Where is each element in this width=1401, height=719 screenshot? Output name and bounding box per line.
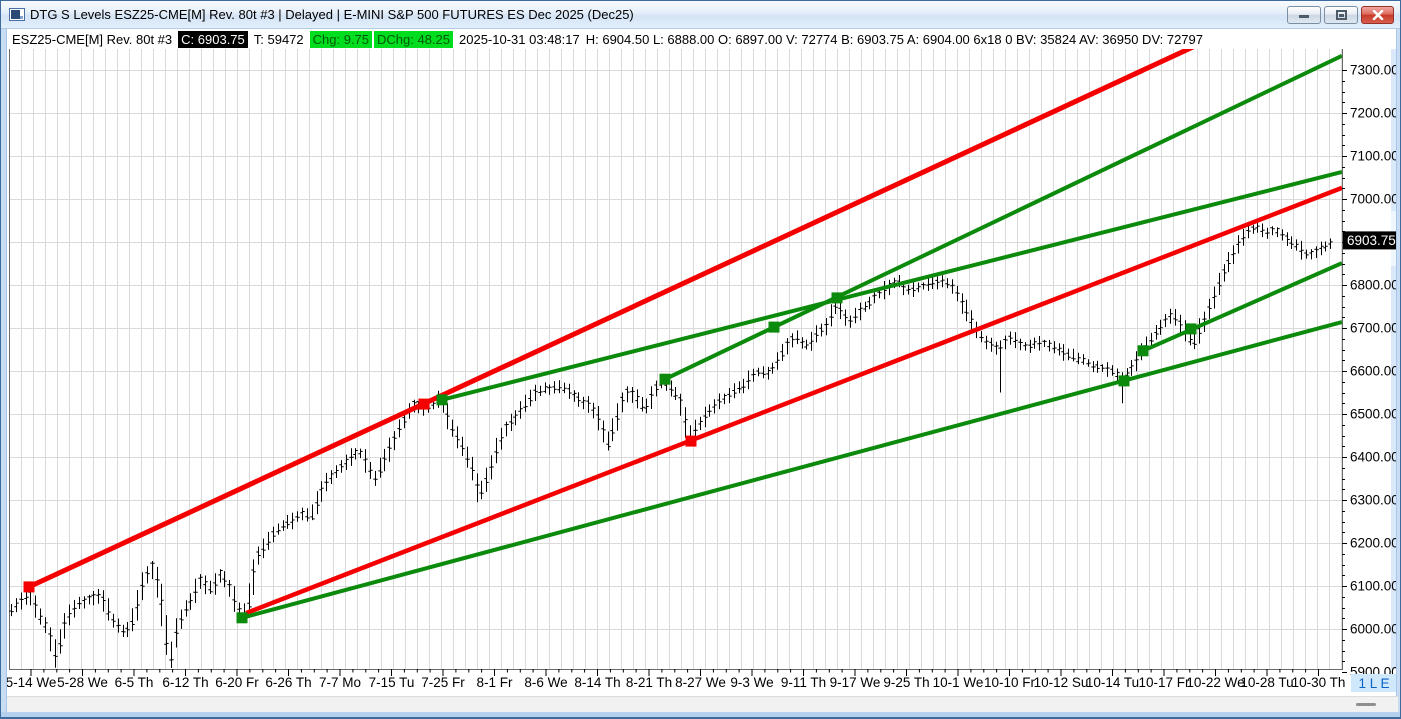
trend-anchor-marker[interactable]: [418, 398, 430, 410]
y-axis-label: 7200.00: [1350, 106, 1398, 121]
x-axis-label: 6-26 Th: [265, 675, 311, 690]
last-price-badge: C: 6903.75: [178, 30, 248, 48]
x-axis-label: 10-10 Fr: [984, 675, 1036, 690]
window-border-bottom: [1, 712, 1400, 718]
close-icon: [1372, 9, 1383, 20]
x-axis-label: 10-14 Tu: [1086, 675, 1139, 690]
trend-anchor-marker[interactable]: [768, 321, 780, 333]
y-axis-label: 7100.00: [1350, 149, 1398, 164]
minimize-icon: [1299, 15, 1309, 18]
daily-change-badge: DChg: 48.25: [374, 30, 454, 48]
x-axis-label: 9-3 We: [730, 675, 773, 690]
corner-mode-label-bg[interactable]: [1351, 674, 1398, 692]
trend-line-upper-red-fan[interactable]: [23, 49, 1198, 593]
trend-anchor-marker[interactable]: [659, 373, 671, 385]
y-axis-label: 6400.00: [1350, 450, 1398, 465]
y-axis-label: 6700.00: [1350, 321, 1398, 336]
trend-lines: [23, 49, 1343, 624]
bottom-scrollbar-track[interactable]: [7, 696, 1398, 712]
y-axis-label: 6000.00: [1350, 622, 1398, 637]
y-axis-label: 7300.00: [1350, 63, 1398, 78]
x-axis-label: 6-12 Th: [162, 675, 208, 690]
chart-background: [7, 49, 1398, 696]
x-axis-label: 9-11 Th: [781, 675, 826, 690]
trend-anchor-marker[interactable]: [1185, 323, 1197, 335]
tick-count-label: T: 59472: [253, 31, 304, 47]
trend-line-short-green-support[interactable]: [1137, 261, 1343, 357]
change-badge: Chg: 9.75: [309, 30, 375, 48]
x-axis-label: 9-17 We: [830, 675, 881, 690]
minimize-button[interactable]: [1287, 5, 1321, 24]
price-chart[interactable]: 7300.00 7200.00 7100.00 7000.00 6800.00 6700.…: [7, 49, 1398, 696]
resize-grip-icon[interactable]: [1356, 703, 1376, 706]
trend-line-mid-green-channel[interactable]: [436, 169, 1343, 406]
symbol-label: ESZ25-CME[M] Rev. 80t #3: [12, 31, 173, 47]
x-axis-label: 6-5 Th: [115, 675, 154, 690]
window-title: DTG S Levels ESZ25-CME[M] Rev. 80t #3 | …: [30, 7, 634, 22]
x-axis-label: 10-28 Tu: [1240, 675, 1293, 690]
window-border-left: [1, 29, 7, 718]
plot-border: [9, 49, 1343, 670]
window-controls: [1287, 5, 1394, 24]
y-axis-label: 6800.00: [1350, 278, 1398, 293]
current-price-badge: [1343, 231, 1398, 250]
x-axis-label: 5-28 We: [57, 675, 108, 690]
maximize-button[interactable]: [1324, 5, 1358, 24]
x-axis-label: 7-7 Mo: [319, 675, 361, 690]
trend-anchor-marker[interactable]: [236, 612, 248, 624]
y-axis-label: 6600.00: [1350, 364, 1398, 379]
current-price-badge-text: 6903.75: [1347, 233, 1396, 248]
quote-bar: ESZ25-CME[M] Rev. 80t #3 C: 6903.75 T: 5…: [7, 29, 1396, 49]
trend-anchor-marker[interactable]: [1137, 345, 1149, 357]
corner-mode-label[interactable]: 1 L E: [1358, 676, 1389, 691]
x-axis-label: 8-1 Fr: [476, 675, 513, 690]
x-axis-label: 8-6 We: [524, 675, 567, 690]
y-axis-ticks: [1342, 70, 1347, 673]
x-axis-labels: 5-14 We 5-28 We 6-5 Th 6-12 Th 6-20 Fr 6-26 T…: [7, 675, 1345, 690]
trend-anchor-marker[interactable]: [1118, 375, 1130, 387]
close-button[interactable]: [1361, 5, 1394, 24]
title-bar[interactable]: DTG S Levels ESZ25-CME[M] Rev. 80t #3 | …: [1, 1, 1400, 29]
x-axis-label: 6-20 Fr: [215, 675, 259, 690]
trend-line-long-green-support[interactable]: [236, 320, 1343, 624]
y-axis-label: 6100.00: [1350, 579, 1398, 594]
x-axis-label: 10-17 Fr: [1138, 675, 1190, 690]
y-axis-label: 6300.00: [1350, 493, 1398, 508]
y-axis-label: 6200.00: [1350, 536, 1398, 551]
maximize-icon: [1335, 9, 1347, 20]
x-axis-label: 9-25 Th: [883, 675, 929, 690]
window-border-right: [1396, 29, 1400, 718]
y-axis-label: 6500.00: [1350, 407, 1398, 422]
app-icon: [9, 8, 25, 21]
x-axis-label: 5-14 We: [7, 675, 56, 690]
x-axis-ticks: [30, 669, 1319, 676]
x-axis-label: 10-1 We: [933, 675, 984, 690]
x-axis-label: 8-21 Th: [626, 675, 672, 690]
x-axis-label: 8-14 Th: [574, 675, 620, 690]
x-axis-label: 10-22 We: [1186, 675, 1244, 690]
timestamp-label: 2025-10-31 03:48:17: [459, 31, 580, 47]
trend-anchor-marker[interactable]: [685, 435, 697, 447]
x-axis-label: 7-15 Tu: [369, 675, 415, 690]
x-axis-label: 7-25 Fr: [421, 675, 465, 690]
y-axis-labels: 7300.00 7200.00 7100.00 7000.00 6800.00 6700.…: [1350, 63, 1398, 680]
trend-anchor-marker[interactable]: [436, 394, 448, 406]
vertical-scrollbar[interactable]: [1391, 49, 1398, 669]
ohlc-stats-label: H: 6904.50 L: 6888.00 O: 6897.00 V: 7277…: [585, 31, 1203, 47]
trend-line-lower-red-channel[interactable]: [245, 185, 1342, 616]
x-axis-label: 10-12 Su: [1034, 675, 1089, 690]
trend-anchor-marker[interactable]: [23, 581, 35, 593]
x-axis-label: 8-27 We: [675, 675, 726, 690]
y-axis-label: 7000.00: [1350, 192, 1398, 207]
x-axis-label: 10-30 Th: [1292, 675, 1346, 690]
